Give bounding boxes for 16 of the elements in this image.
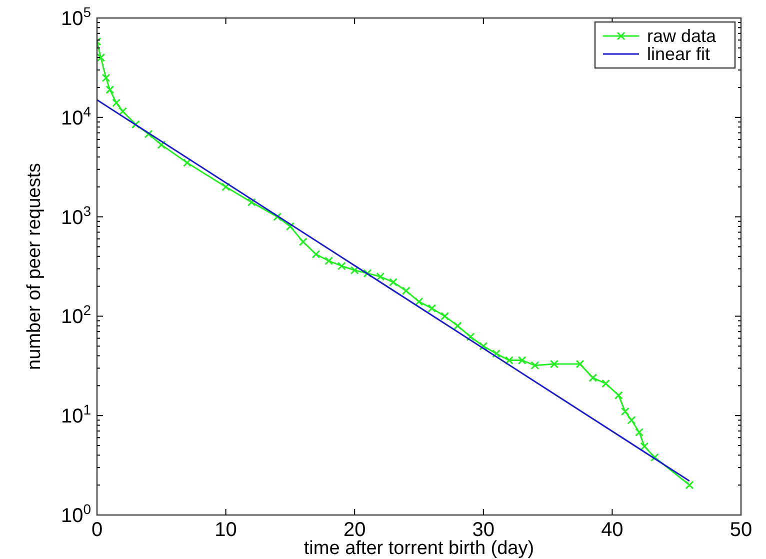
y-axis-title: number of peer requests bbox=[24, 162, 45, 370]
y-tick-label: 10$^{4}$ bbox=[60, 103, 92, 130]
y-tick-label: 10$^{1}$ bbox=[60, 402, 92, 428]
x-tick-label: 50 bbox=[730, 519, 752, 541]
y-tick-label: 10$^{5}$ bbox=[60, 4, 92, 30]
x-axis-title: time after torrent birth (day) bbox=[304, 538, 534, 559]
y-tick-label: 10$^{3}$ bbox=[60, 202, 92, 229]
legend-label: linear fit bbox=[647, 44, 710, 64]
x-tick-label: 40 bbox=[601, 519, 624, 541]
x-tick-label: 30 bbox=[472, 519, 495, 541]
y-tick-label: 10$^{2}$ bbox=[60, 302, 92, 328]
legend-label: raw data bbox=[647, 26, 718, 46]
x-tick-label: 10 bbox=[214, 519, 237, 541]
x-tick-label: 0 bbox=[91, 519, 103, 541]
x-tick-label: 20 bbox=[343, 519, 366, 541]
y-tick-label: 10$^{0}$ bbox=[60, 501, 92, 527]
